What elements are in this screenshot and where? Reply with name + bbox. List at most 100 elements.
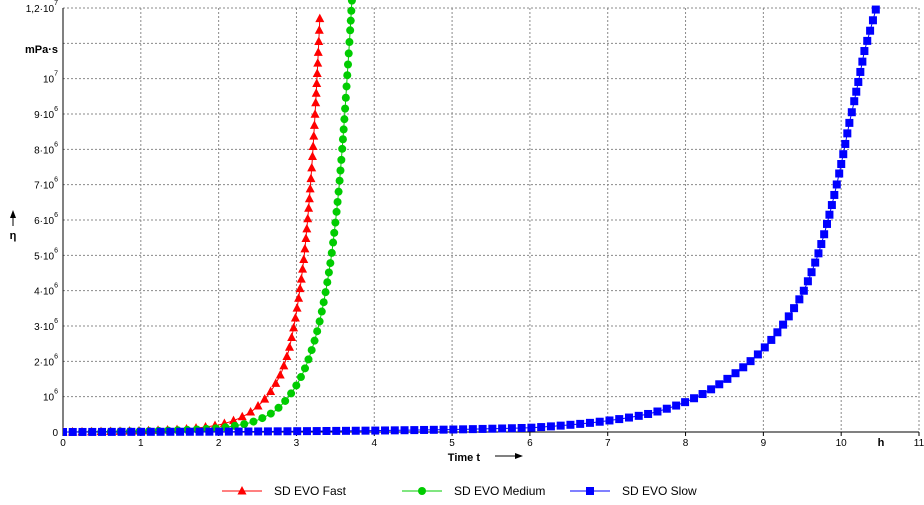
data-point	[420, 425, 429, 434]
data-point	[281, 396, 290, 405]
data-point	[240, 420, 249, 429]
data-point	[527, 423, 536, 432]
data-point	[799, 286, 808, 295]
data-point	[739, 363, 748, 372]
data-point	[137, 427, 146, 436]
legend-marker	[418, 487, 426, 495]
data-point	[312, 427, 321, 436]
data-point	[332, 426, 341, 435]
data-point	[308, 141, 318, 150]
data-point	[326, 259, 335, 268]
y-tick-label: 4·106	[34, 283, 58, 298]
data-point	[323, 278, 332, 287]
data-point	[707, 385, 716, 394]
data-point	[825, 210, 834, 219]
data-point	[299, 254, 309, 264]
y-tick-label: 7·106	[34, 177, 58, 192]
legend-label: SD EVO Medium	[454, 484, 545, 498]
data-point	[287, 332, 297, 341]
data-point	[336, 166, 345, 175]
data-point	[327, 248, 336, 257]
data-point	[634, 411, 643, 420]
data-point	[296, 373, 305, 382]
series-line	[63, 0, 353, 433]
data-point	[313, 47, 323, 56]
y-tick-label: 5·106	[34, 247, 58, 262]
data-point	[390, 426, 399, 435]
data-point	[314, 25, 324, 34]
data-point	[347, 0, 356, 5]
x-axis-arrow	[495, 453, 523, 459]
data-point	[795, 295, 804, 304]
data-point	[307, 162, 317, 172]
data-point	[817, 240, 826, 249]
y-tick-label: 2·106	[34, 353, 58, 368]
data-point	[334, 187, 343, 196]
data-point	[807, 268, 816, 277]
legend-label: SD EVO Fast	[274, 484, 347, 498]
data-point	[156, 427, 165, 436]
data-point	[331, 218, 340, 227]
data-point	[847, 108, 856, 117]
axis-labels: mPa·s η Time t h	[10, 44, 885, 464]
data-point	[823, 219, 832, 228]
data-point	[346, 26, 355, 35]
data-point	[315, 317, 324, 326]
data-point	[803, 277, 812, 286]
data-point	[341, 426, 350, 435]
data-point	[827, 201, 836, 210]
data-point	[566, 420, 575, 429]
series-triangle	[63, 13, 325, 436]
data-point	[68, 427, 77, 436]
x-tick-label: 10	[836, 438, 848, 449]
data-point	[237, 411, 247, 421]
data-point	[760, 343, 769, 352]
data-point	[279, 360, 289, 370]
data-point	[459, 425, 468, 434]
series-circle	[63, 0, 356, 436]
data-point	[311, 97, 321, 107]
data-point	[330, 228, 339, 237]
data-point	[811, 258, 820, 267]
x-tick-label: 0	[60, 438, 66, 449]
x-unit-label: h	[878, 437, 885, 449]
data-point	[345, 38, 354, 47]
data-point	[662, 404, 671, 413]
data-point	[284, 342, 294, 351]
data-point	[871, 5, 880, 14]
y-tick-label: 8·106	[34, 141, 58, 156]
data-point	[340, 115, 349, 124]
data-point	[307, 346, 316, 355]
data-point	[615, 415, 624, 424]
data-point	[790, 304, 799, 313]
data-point	[292, 381, 301, 390]
data-point	[767, 335, 776, 344]
data-point	[292, 303, 302, 312]
data-point	[311, 88, 321, 97]
data-point	[339, 125, 348, 134]
data-point	[346, 16, 355, 25]
grid	[62, 7, 920, 433]
data-point	[283, 427, 292, 436]
data-point	[814, 249, 823, 258]
data-point	[343, 71, 352, 80]
data-point	[304, 193, 314, 203]
data-point	[224, 427, 233, 436]
data-point	[296, 274, 306, 283]
data-point	[868, 16, 877, 25]
data-point	[117, 427, 126, 436]
data-point	[317, 307, 326, 316]
data-point	[338, 135, 347, 144]
data-point	[854, 77, 863, 86]
data-point	[784, 312, 793, 321]
data-point	[746, 357, 755, 366]
data-point	[381, 426, 390, 435]
data-point	[313, 58, 323, 67]
data-point	[478, 424, 487, 433]
data-point	[605, 416, 614, 425]
data-point	[468, 425, 477, 434]
y-axis-label: η	[10, 230, 17, 242]
data-point	[698, 390, 707, 399]
x-tick-label: 3	[294, 438, 300, 449]
